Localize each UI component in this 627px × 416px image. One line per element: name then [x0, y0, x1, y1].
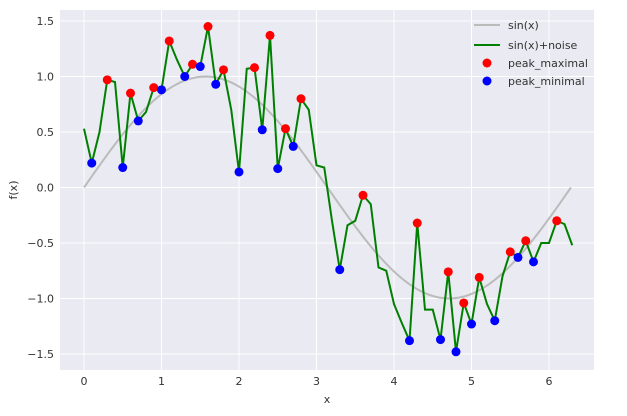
legend-label-sin: sin(x): [508, 19, 539, 32]
legend-marker-min: [482, 76, 492, 86]
peak-min-point: [118, 163, 128, 173]
peak-min-point: [288, 141, 298, 151]
peak-max-point: [443, 267, 453, 277]
peak-max-point: [219, 65, 228, 75]
peak-max-point: [164, 36, 174, 46]
peak-min-point: [451, 347, 461, 357]
legend: sin(x) sin(x)+noise peak_maximal peak_mi…: [474, 19, 588, 88]
x-tick-label: 3: [313, 375, 320, 388]
legend-label-max: peak_maximal: [508, 57, 588, 70]
legend-label-noise: sin(x)+noise: [508, 39, 578, 52]
y-axis-label: f(x): [7, 181, 20, 200]
tick-labels: 0 1 2 3 4 5 6 −1.5 −1.0 −0.5 0.0 0.5 1.0 1.5: [27, 15, 552, 388]
y-tick-label: 0.5: [37, 126, 55, 139]
peak-max-point: [102, 75, 112, 85]
x-tick-label: 5: [468, 375, 475, 388]
peak-min-point: [529, 257, 538, 267]
legend-label-min: peak_minimal: [508, 75, 585, 88]
peak-min-point: [257, 125, 267, 135]
peak-min-point: [133, 116, 143, 126]
peak-max-point: [126, 88, 135, 98]
peak-min-point: [87, 158, 97, 168]
peak-max-point: [358, 190, 368, 200]
peak-min-point: [180, 72, 190, 81]
peak-min-point: [513, 252, 523, 262]
series-markers: [87, 22, 562, 357]
peak-max-point: [459, 298, 469, 308]
x-tick-label: 1: [158, 375, 165, 388]
peak-min-point: [467, 319, 476, 329]
y-tick-label: 1.0: [37, 71, 55, 84]
peak-max-point: [505, 247, 515, 257]
peak-max-point: [296, 94, 306, 104]
peak-min-point: [234, 167, 244, 177]
peak-max-point: [552, 216, 562, 226]
peak-max-point: [203, 22, 213, 32]
peak-max-point: [412, 218, 422, 228]
peak-max-point: [265, 30, 275, 40]
peak-max-point: [281, 124, 290, 134]
peak-min-point: [436, 335, 445, 345]
x-tick-label: 4: [391, 375, 398, 388]
peak-max-point: [521, 236, 531, 246]
peak-min-point: [211, 79, 221, 89]
y-tick-label: −1.5: [27, 348, 54, 361]
peak-min-point: [273, 164, 283, 174]
peak-max-point: [188, 59, 197, 69]
peak-max-point: [250, 63, 259, 73]
y-tick-label: −1.0: [27, 293, 54, 306]
x-tick-label: 6: [546, 375, 553, 388]
peak-min-point: [195, 62, 205, 72]
series-line-sin-noise: [83, 26, 574, 352]
peak-max-point: [149, 83, 159, 93]
x-tick-label: 0: [81, 375, 88, 388]
peak-min-point: [335, 265, 345, 275]
y-tick-label: 0.0: [37, 182, 55, 195]
y-tick-label: 1.5: [37, 15, 55, 28]
peak-min-point: [490, 316, 500, 326]
peak-max-point: [474, 272, 484, 282]
peak-min-point: [157, 85, 166, 95]
legend-marker-max: [482, 58, 492, 68]
y-tick-label: −0.5: [27, 237, 54, 250]
x-axis-label: x: [324, 393, 331, 406]
x-tick-label: 2: [236, 375, 243, 388]
peak-min-point: [405, 336, 414, 346]
